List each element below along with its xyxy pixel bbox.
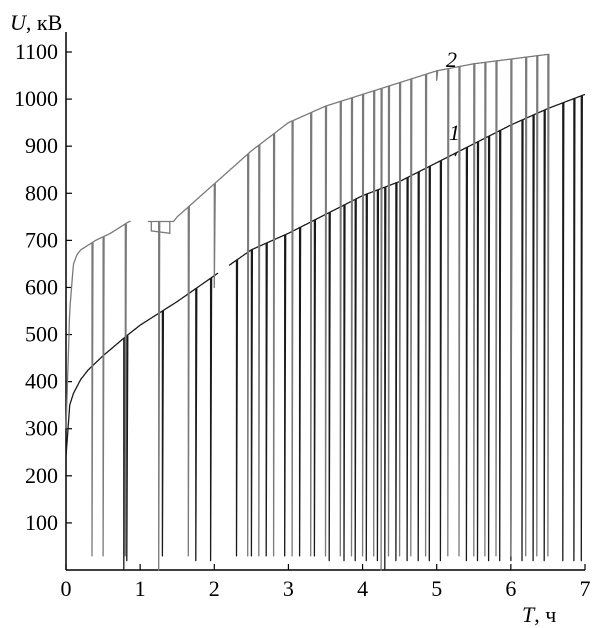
- y-tick-label: 700: [25, 227, 58, 252]
- x-axis-title: T, ч: [522, 602, 556, 627]
- x-axis-var: T: [522, 602, 536, 627]
- y-tick-label: 900: [25, 133, 58, 158]
- x-tick-label: 6: [505, 576, 516, 601]
- y-tick-label: 800: [25, 180, 58, 205]
- x-tick-label: 3: [283, 576, 294, 601]
- x-tick-label: 4: [357, 576, 368, 601]
- x-tick-label: 2: [209, 576, 220, 601]
- tick-marks: [65, 51, 586, 570]
- x-axis-unit: , ч: [534, 602, 556, 627]
- y-tick-label: 1100: [15, 39, 58, 64]
- series-2-line: [65, 53, 550, 571]
- y-tick-label: 100: [25, 510, 58, 535]
- x-tick-label: 7: [580, 576, 591, 601]
- axes: [65, 32, 585, 571]
- series-layer: [65, 53, 586, 571]
- series-2-dip: [150, 221, 171, 235]
- y-tick-label: 200: [25, 463, 58, 488]
- y-tick-label: 500: [25, 322, 58, 347]
- y-tick-label: 400: [25, 369, 58, 394]
- x-tick-label: 1: [135, 576, 146, 601]
- y-axis-var: U: [10, 10, 28, 35]
- y-tick-label: 600: [25, 274, 58, 299]
- y-tick-label: 1000: [14, 86, 58, 111]
- x-tick-label: 0: [61, 576, 72, 601]
- series-2: [65, 53, 550, 571]
- y-tick-label: 300: [25, 416, 58, 441]
- series-label-2: 2: [446, 47, 457, 72]
- x-tick-label: 5: [431, 576, 442, 601]
- tick-labels: 0 1 2 3 4 5 6 7 100 200 300 400 500 600 700 800 900 1000 1…: [14, 39, 591, 601]
- y-axis-unit: , кВ: [26, 10, 62, 35]
- series-label-1: 1: [449, 120, 460, 145]
- y-axis-title: U, кВ: [10, 10, 62, 35]
